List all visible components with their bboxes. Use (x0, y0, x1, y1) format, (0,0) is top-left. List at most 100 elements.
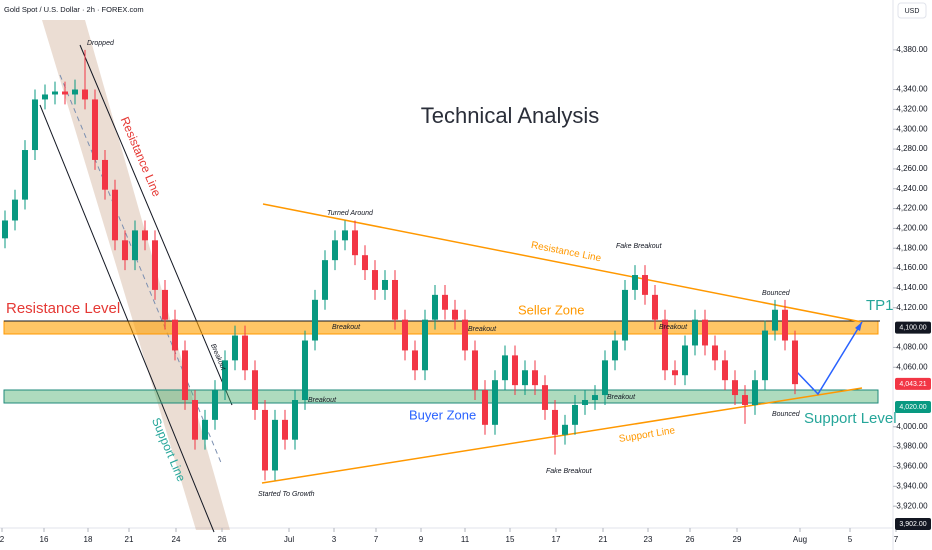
candle-body (762, 330, 768, 381)
y-tick-label: 4,380.00 (896, 45, 928, 54)
candle-body (752, 380, 758, 405)
y-tick-label: 4,200.00 (896, 224, 928, 233)
candle-body (792, 340, 798, 385)
candle-body (492, 380, 498, 425)
y-tick-label: 4,240.00 (896, 184, 928, 193)
candle-body (332, 240, 338, 261)
x-tick-label: 18 (84, 535, 93, 544)
x-tick-label: 29 (733, 535, 742, 544)
candle-body (652, 294, 658, 320)
y-tick-label: 4,060.00 (896, 362, 928, 371)
candle-body (312, 299, 318, 341)
candle-body (282, 419, 288, 440)
y-tick-label: 4,160.00 (896, 263, 928, 272)
annotation: Breakout (308, 397, 337, 404)
annotation: Bounced (762, 290, 791, 297)
candle-body (392, 279, 398, 320)
candle-body (772, 309, 778, 331)
candles (2, 49, 798, 481)
candle-body (782, 309, 788, 341)
y-tick-label: 4,300.00 (896, 124, 928, 133)
candle-body (162, 289, 168, 320)
annotation: Fake Breakout (616, 243, 663, 250)
candle-body (562, 424, 568, 435)
x-tick-label: 26 (218, 535, 227, 544)
candle-body (692, 319, 698, 346)
annotation: Buyer Zone (409, 407, 476, 422)
x-tick-label: 17 (552, 535, 561, 544)
candle-body (552, 409, 558, 435)
y-tick-label: 4,260.00 (896, 164, 928, 173)
x-tick-label: 15 (506, 535, 515, 544)
annotation: TP1 (866, 297, 894, 314)
x-tick-label: 23 (644, 535, 653, 544)
resistance-line (262, 203, 863, 323)
candle-body (112, 189, 118, 241)
candle-body (432, 294, 438, 320)
candle-body (232, 335, 238, 361)
x-tick-label: 7 (374, 535, 379, 544)
x-tick-label: 3 (332, 535, 337, 544)
annotation: Support Level (804, 410, 897, 427)
candle-body (632, 275, 638, 290)
candle-body (592, 395, 598, 401)
candle-body (222, 360, 228, 391)
candle-body (92, 99, 98, 160)
candle-body (642, 275, 648, 295)
candle-body (132, 230, 138, 261)
price-box-label: 4,043.21 (899, 381, 926, 388)
x-tick-label: 11 (461, 535, 470, 544)
candle-body (182, 350, 188, 401)
projection-arrow (855, 322, 862, 331)
currency-box (897, 2, 927, 19)
candle-body (462, 319, 468, 351)
annotation: Bounced (772, 411, 801, 418)
candle-body (602, 360, 608, 396)
candle-body (512, 355, 518, 386)
candle-body (122, 240, 128, 261)
price-box-label: 3,902.00 (899, 521, 926, 528)
channel-lower (39, 104, 215, 533)
price-box-label: 4,020.00 (899, 404, 926, 411)
annotation: Fake Breakout (546, 468, 593, 475)
y-tick-label: 4,180.00 (896, 243, 928, 252)
candle-body (32, 99, 38, 151)
candle-body (12, 199, 18, 221)
x-tick-label: 2 (0, 535, 5, 544)
heading: Technical Analysis (421, 103, 600, 128)
candle-body (52, 91, 58, 95)
candle-body (402, 319, 408, 351)
candle-body (2, 220, 8, 239)
y-tick-label: 4,080.00 (896, 343, 928, 352)
candle-body (702, 319, 708, 346)
channel-upper (79, 44, 233, 406)
y-tick-label: 3,940.00 (896, 481, 928, 490)
y-tick-label: 4,220.00 (896, 204, 928, 213)
candle-body (542, 385, 548, 410)
y-tick-label: 4,280.00 (896, 144, 928, 153)
candle-body (672, 370, 678, 376)
annotation: Resistance Level (6, 300, 120, 317)
y-tick-label: 3,960.00 (896, 462, 928, 471)
candle-body (522, 370, 528, 386)
price-box-label: 4,100.00 (899, 324, 926, 331)
candle-body (452, 309, 458, 320)
y-tick-label: 3,980.00 (896, 442, 928, 451)
candle-body (712, 345, 718, 361)
candle-body (732, 380, 738, 396)
candle-body (472, 350, 478, 391)
annotation: Breakout (659, 324, 688, 331)
candle-body (342, 230, 348, 241)
candle-body (412, 350, 418, 371)
annotation: Breakout (332, 324, 361, 331)
candle-body (352, 230, 358, 256)
candle-body (42, 94, 48, 100)
candle-body (502, 355, 508, 381)
x-tick-label: 21 (125, 535, 134, 544)
y-tick-label: 3,920.00 (896, 501, 928, 510)
x-tick-label: 5 (848, 535, 853, 544)
x-tick-label: 7 (894, 535, 899, 544)
x-tick-label: 16 (40, 535, 49, 544)
candle-body (82, 89, 88, 100)
candle-body (142, 230, 148, 241)
